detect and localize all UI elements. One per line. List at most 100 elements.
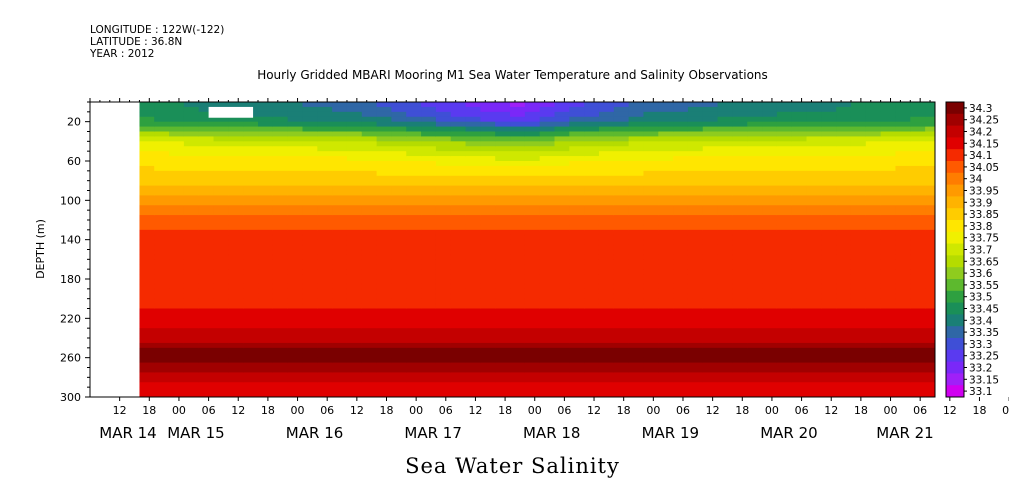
salinity-cell (465, 283, 481, 290)
salinity-cell (895, 293, 911, 300)
salinity-cell (910, 161, 926, 167)
salinity-cell (687, 215, 704, 221)
salinity-cell (687, 170, 704, 177)
salinity-cell (302, 283, 318, 290)
salinity-cell (139, 264, 155, 270)
x-tick-label: 00 (646, 404, 660, 417)
salinity-cell (346, 323, 363, 329)
salinity-cell (213, 288, 229, 295)
salinity-cell (183, 279, 200, 285)
salinity-cell (139, 170, 155, 177)
salinity-cell (628, 195, 645, 201)
salinity-cell (613, 131, 630, 138)
salinity-cell (198, 283, 215, 290)
salinity-cell (258, 283, 274, 290)
salinity-cell (747, 269, 763, 275)
salinity-cell (569, 156, 585, 162)
salinity-cell (376, 338, 393, 344)
salinity-cell (435, 151, 452, 157)
salinity-cell (332, 342, 348, 349)
salinity-cell (272, 338, 289, 344)
salinity-cell (613, 205, 630, 211)
salinity-cell (139, 338, 155, 344)
salinity-cell (258, 111, 274, 118)
salinity-cell (302, 357, 318, 364)
salinity-cell (317, 264, 333, 270)
salinity-cell (598, 205, 615, 211)
salinity-cell (717, 215, 733, 221)
salinity-cell (613, 367, 630, 374)
salinity-cell (806, 180, 822, 187)
salinity-cell (895, 323, 911, 329)
salinity-cell (169, 362, 185, 369)
salinity-cell (850, 254, 867, 260)
salinity-cell (450, 106, 467, 113)
salinity-cell (421, 234, 437, 241)
salinity-cell (421, 136, 437, 142)
salinity-cell (213, 249, 229, 256)
salinity-cell (643, 156, 659, 162)
salinity-cell (435, 387, 452, 393)
salinity-cell (154, 352, 170, 359)
salinity-cell (480, 333, 496, 339)
salinity-cell (480, 323, 496, 329)
salinity-cell (243, 195, 259, 201)
salinity-cell (598, 367, 615, 374)
salinity-cell (183, 259, 200, 265)
salinity-cell (435, 367, 452, 374)
salinity-cell (183, 323, 200, 329)
salinity-cell (702, 185, 719, 192)
salinity-cell (732, 180, 748, 187)
salinity-cell (169, 116, 185, 123)
salinity-cell (346, 303, 363, 310)
salinity-cell (480, 170, 496, 177)
salinity-cell (584, 170, 600, 177)
salinity-cell (836, 274, 852, 280)
salinity-cell (287, 328, 304, 334)
salinity-cell (925, 210, 935, 216)
salinity-cell (791, 165, 808, 172)
salinity-cell (776, 254, 793, 260)
salinity-cell (435, 106, 452, 113)
salinity-cell (791, 303, 808, 310)
salinity-cell (317, 308, 333, 315)
salinity-cell (628, 116, 645, 123)
colorbar-label: 34.3 (969, 103, 992, 115)
salinity-cell (524, 126, 541, 133)
salinity-cell (910, 382, 926, 388)
salinity-cell (569, 175, 585, 182)
salinity-cell (880, 303, 897, 310)
salinity-cell (198, 180, 215, 187)
salinity-cell (391, 342, 407, 349)
salinity-cell (880, 215, 897, 221)
salinity-cell (213, 313, 229, 319)
salinity-cell (806, 264, 822, 270)
salinity-cell (510, 377, 526, 383)
x-tick-label: 12 (587, 404, 601, 417)
salinity-cell (569, 170, 585, 177)
salinity-cell (406, 259, 422, 265)
salinity-cell (865, 254, 882, 260)
salinity-cell (435, 102, 452, 108)
salinity-cell (317, 205, 333, 211)
salinity-cell (836, 136, 852, 142)
salinity-cell (510, 121, 526, 128)
salinity-cell (584, 347, 600, 354)
salinity-cell (361, 146, 378, 152)
salinity-cell (850, 126, 867, 133)
salinity-cell (228, 141, 244, 147)
salinity-cell (287, 308, 304, 315)
salinity-cell (332, 352, 348, 359)
salinity-cell (361, 175, 378, 182)
salinity-cell (747, 293, 763, 300)
salinity-cell (198, 215, 215, 221)
salinity-cell (747, 313, 763, 319)
salinity-cell (332, 308, 348, 315)
salinity-cell (435, 180, 452, 187)
salinity-cell (480, 151, 496, 157)
salinity-cell (895, 161, 911, 167)
salinity-cell (717, 102, 733, 108)
salinity-cell (643, 298, 659, 305)
salinity-cell (539, 106, 556, 113)
salinity-cell (762, 234, 778, 241)
